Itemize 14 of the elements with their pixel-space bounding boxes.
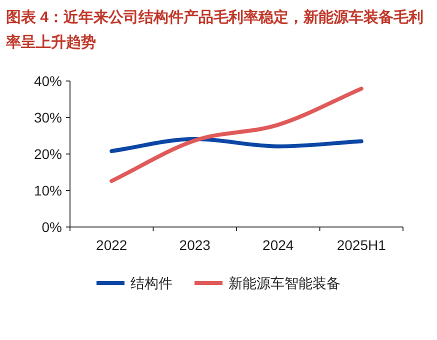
x-tick-label: 2025H1 <box>336 237 386 253</box>
line-series <box>110 137 364 154</box>
y-tick-label: 10% <box>34 182 62 198</box>
x-tick-label: 2024 <box>262 237 294 253</box>
legend-label: 新能源车智能装备 <box>228 275 340 291</box>
y-tick-label: 30% <box>34 110 62 126</box>
line-series <box>110 86 364 184</box>
y-tick-label: 0% <box>42 219 62 235</box>
legend-label: 结构件 <box>130 275 172 291</box>
chart-title: 图表 4：近年来公司结构件产品毛利率稳定，新能源车装备毛利率呈上升趋势 <box>5 8 424 51</box>
x-tick-label: 2022 <box>96 237 128 253</box>
y-tick-label: 40% <box>34 73 62 89</box>
y-tick-label: 20% <box>34 146 62 162</box>
x-tick-label: 2023 <box>179 237 211 253</box>
